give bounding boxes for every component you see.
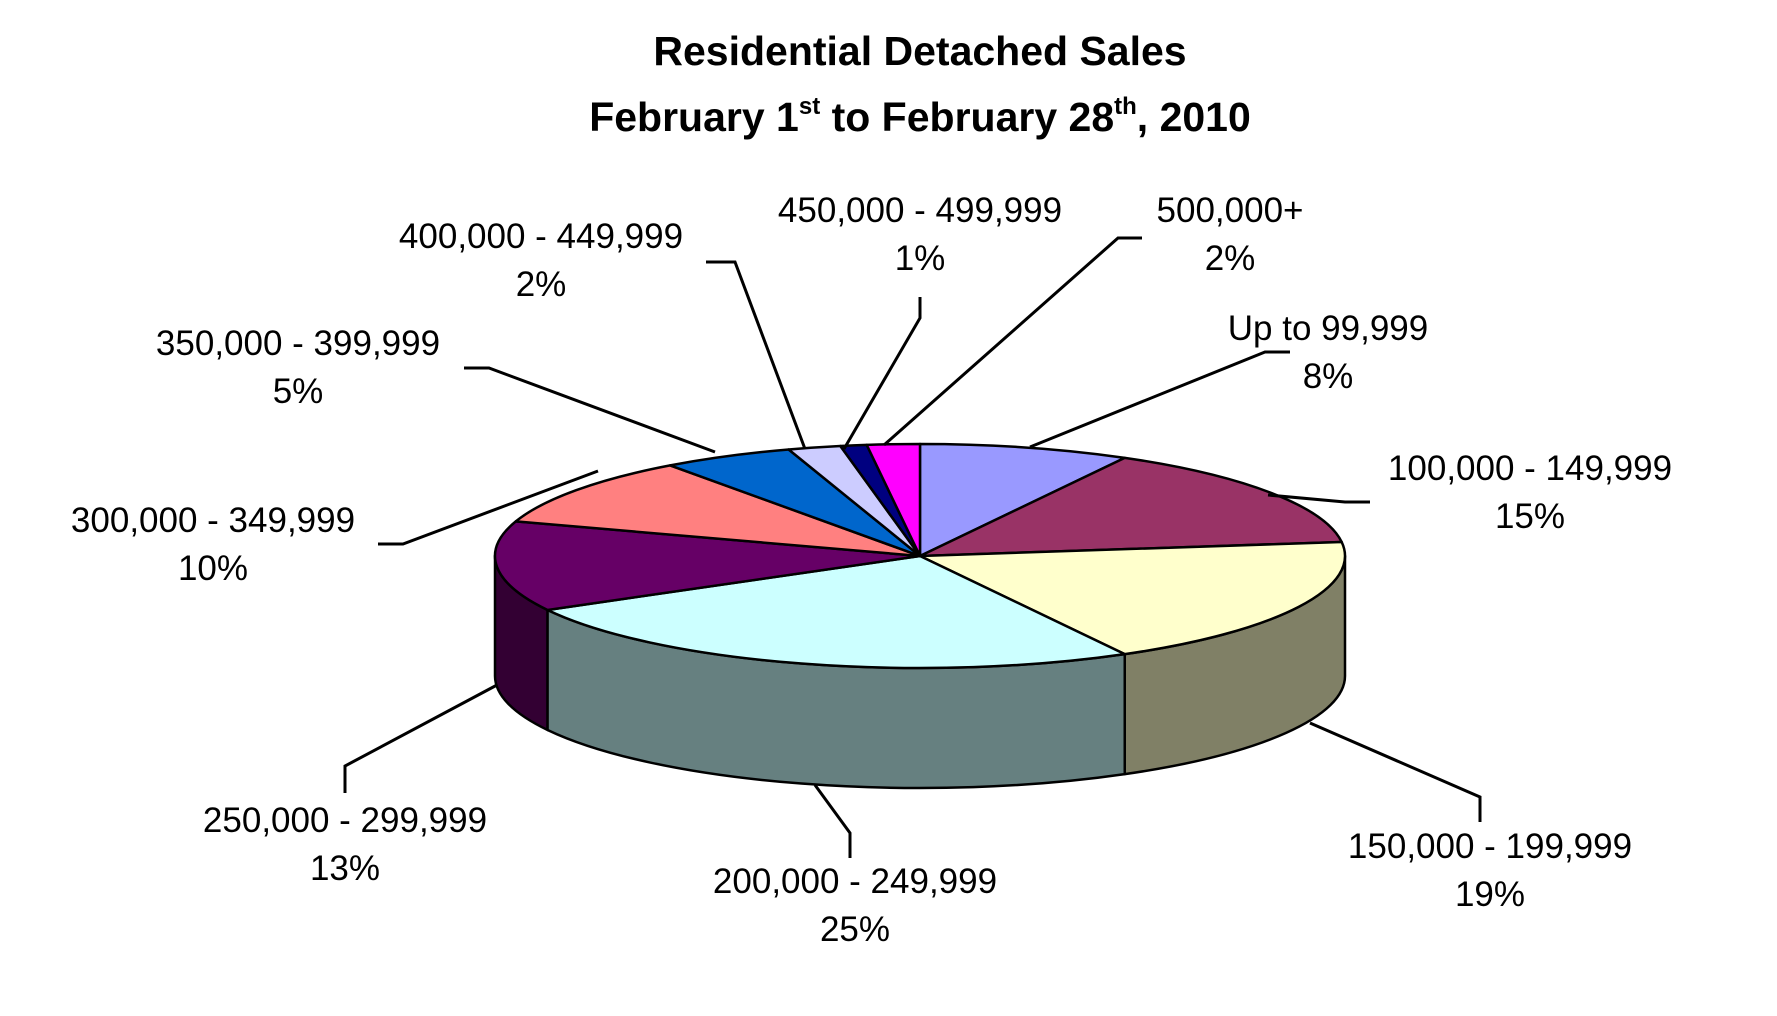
title-part-5: , 2010 [1137, 94, 1251, 140]
slice-label-300-000-349-999: 300,000 - 349,999 [71, 501, 355, 540]
slice-label-500-000: 500,000+ [1157, 191, 1304, 230]
chart-title: Residential Detached Sales February 1st … [589, 28, 1251, 140]
slice-label-400-000-449-999: 400,000 - 449,999 [399, 217, 683, 256]
leader-line-450-000-499-999 [842, 297, 922, 450]
slice-100-000-149-999 [918, 456, 1343, 558]
slice-labels: Up to 99,999 8% 100,000 - 149,999 15% 150,00… [71, 191, 1672, 949]
slice-percent-250-000-299-999: 13% [310, 849, 380, 888]
slice-label-450-000-499-999: 450,000 - 499,999 [778, 191, 1062, 230]
slice-label-100-000-149-999: 100,000 - 149,999 [1388, 449, 1672, 488]
leader-line-200-000-249-999 [813, 784, 852, 858]
pie-tops [493, 442, 1347, 670]
slice-label-up-to-99-999: Up to 99,999 [1228, 309, 1428, 348]
slice-up-to-99-999 [918, 442, 1126, 558]
slice-percent-450-000-499-999: 1% [895, 239, 946, 278]
title-line-1: Residential Detached Sales [653, 28, 1186, 74]
leader-line-500-000 [883, 236, 1142, 447]
title-part-3: to February 28 [820, 94, 1114, 140]
slice-250-000-299-999 [493, 520, 922, 612]
leader-line-400-000-449-999 [706, 260, 807, 450]
leader-line-150-000-199-999 [1309, 721, 1482, 822]
slice-percent-up-to-99-999: 8% [1303, 357, 1354, 396]
slice-percent-300-000-349-999: 10% [178, 549, 248, 588]
leader-line-250-000-299-999 [343, 683, 498, 793]
title-line-2: February 1st to February 28th, 2010 [589, 93, 1251, 140]
slice-percent-100-000-149-999: 15% [1495, 497, 1565, 536]
slice-percent-400-000-449-999: 2% [516, 265, 567, 304]
slice-200-000-249-999 [546, 554, 1126, 670]
slice-label-150-000-199-999: 150,000 - 199,999 [1348, 827, 1632, 866]
leader-line-300-000-349-999 [378, 469, 599, 546]
slice-500-000 [865, 442, 922, 558]
slice-label-350-000-399-999: 350,000 - 399,999 [156, 324, 440, 363]
title-part-4: th [1114, 93, 1137, 120]
slice-percent-200-000-249-999: 25% [820, 910, 890, 949]
slice-300-000-349-999 [514, 464, 922, 558]
leader-line-100-000-149-999 [1267, 493, 1370, 504]
slice-label-250-000-299-999: 250,000 - 299,999 [203, 801, 487, 840]
title-part-1: February 1 [589, 94, 799, 140]
leader-line-up-to-99-999 [1029, 350, 1290, 449]
leader-lines [343, 236, 1482, 858]
slice-150-000-199-999 [918, 540, 1347, 656]
pie-sides [493, 554, 1347, 790]
slice-percent-150-000-199-999: 19% [1455, 875, 1525, 914]
slice-percent-350-000-399-999: 5% [273, 372, 324, 411]
leader-line-350-000-399-999 [464, 366, 716, 454]
slice-percent-500-000: 2% [1205, 239, 1256, 278]
title-part-2: st [799, 93, 820, 120]
slice-label-200-000-249-999: 200,000 - 249,999 [713, 862, 997, 901]
